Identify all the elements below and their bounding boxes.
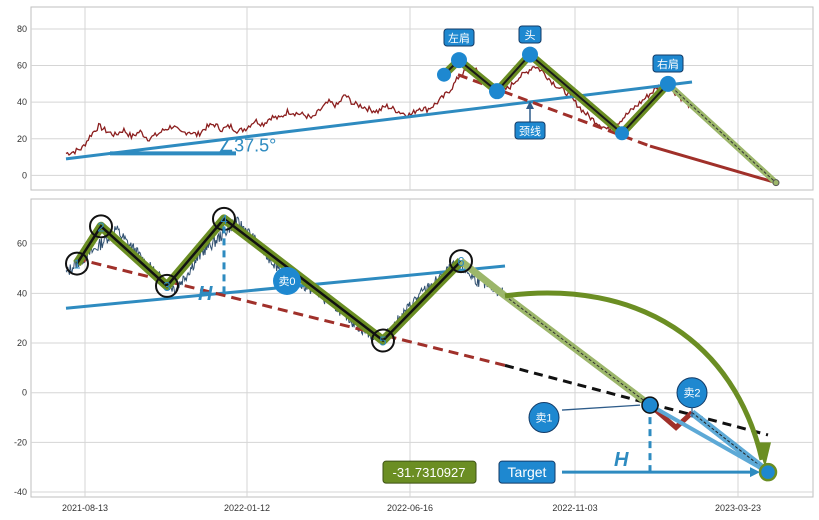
head-label-box [518,25,542,44]
left-shoulder-label-box [443,28,475,47]
bottom-projection-band-start [458,258,508,299]
bottom-ytick-label: -40 [14,487,27,497]
bottom-sell1-target-line [649,403,769,474]
sell1-point [641,396,659,414]
pivot-circle [371,328,395,353]
top-pattern-point [660,75,676,92]
bottom-ytick-label: 60 [17,239,27,249]
pivot-circle [65,251,89,276]
bottom-red-wedge [648,403,694,431]
pivot-circle [155,273,179,298]
x-tick-label: 2021-08-13 [62,503,108,513]
top-ytick-label: 40 [17,97,27,107]
left-shoulder-label: 左肩 [448,31,470,45]
x-tick-label: 2023-03-23 [715,503,761,513]
pivot-label: 2 [97,219,104,234]
sell1-arrow [561,404,641,411]
top-ytick-label: 80 [17,24,27,34]
top-pattern-point [489,83,505,100]
target-value-box [382,460,477,484]
h-label-right: H [614,449,629,471]
target-arrow-head [750,467,760,478]
pivot-circle [449,249,473,274]
top-neckline-solid [649,144,777,185]
bottom-blue-wedge-dotted [691,412,769,473]
target-value: -31.7310927 [392,465,465,480]
bottom-arc-arrowhead [757,442,771,468]
sell0-marker [273,266,301,295]
sell1-marker [528,402,560,434]
top-pattern-point [615,126,629,141]
bottom-frame [30,198,814,498]
neckline-label: 颈线 [519,124,541,138]
bottom-pattern-zigzag-inner [75,217,462,343]
bottom-ytick-label: 20 [17,338,27,348]
pivot-circle [89,214,113,239]
pivot-label: 4 [220,212,227,227]
x-tick-label: 2022-11-03 [552,503,597,513]
x-tick-label: 2022-06-16 [387,503,433,513]
target-label: Target [508,464,547,480]
neckline-label-box [514,121,546,140]
pivot-label: 1 [73,257,80,272]
top-projection-dotted [667,83,777,184]
bottom-projection-arc [504,290,765,461]
sell2-label: 卖2 [683,387,700,400]
top-pattern-point [437,67,451,82]
pivot-label: 5 [379,334,386,349]
top-ytick-label: 60 [17,61,27,71]
top-ytick-label: 20 [17,134,27,144]
bottom-neckline-extension [504,363,769,437]
pivot-label: 3 [163,279,170,294]
pivot-label: 6 [457,254,464,269]
top-trend-line [65,80,693,161]
top-projection-end-point [772,179,780,187]
bottom-neckline-dashed [75,257,506,367]
top-pattern-point [451,52,467,69]
bottom-ytick-label: 0 [22,388,27,398]
sell1-label: 卖1 [535,412,552,425]
right-shoulder-label: 右肩 [657,57,679,71]
top-price-series [65,65,691,156]
top-frame [30,6,814,191]
head-label: 头 [525,29,536,42]
bottom-ytick-label: 40 [17,288,27,298]
top-angle-label: ∠37.5° [218,136,276,156]
target-label-box [498,460,556,484]
right-shoulder-label-box [652,54,684,73]
h-label-left: H [198,283,213,305]
bottom-ytick-label: -20 [14,437,27,447]
x-tick-label: 2022-01-12 [224,503,270,513]
target-circle-icon [758,462,778,482]
top-pattern-point [522,46,538,63]
neckline-arrow-head [526,101,534,109]
bottom-projection-dotted [504,295,651,406]
top-ytick-label: 0 [22,170,27,180]
sell0-label: 卖0 [278,275,295,288]
